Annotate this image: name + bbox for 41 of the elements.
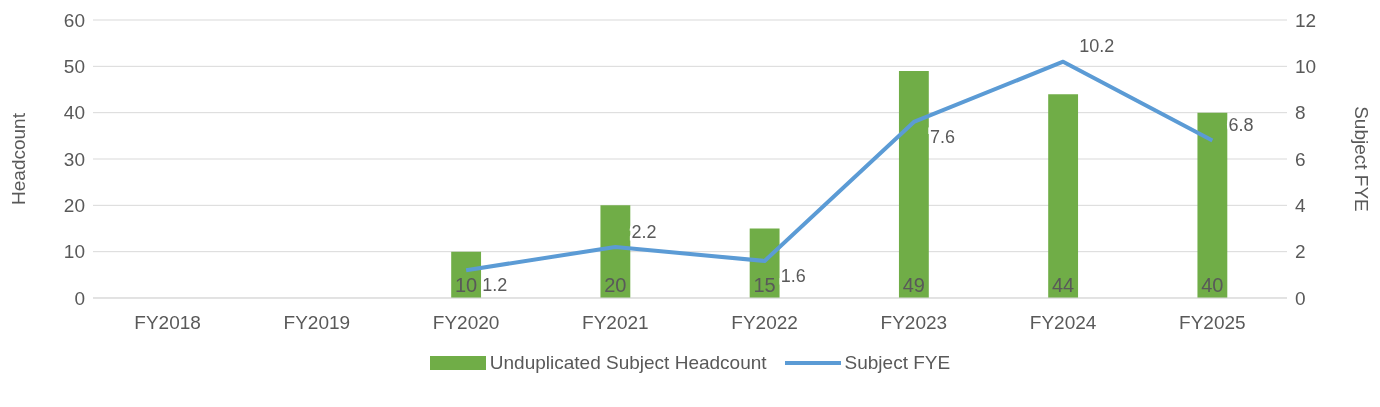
y2-tick-label: 8 [1295, 102, 1306, 124]
y2-tick-label: 6 [1295, 148, 1306, 170]
data-label: 6.8 [1228, 115, 1254, 136]
data-label: 7.6 [929, 126, 955, 147]
data-label: 40 [1201, 274, 1224, 296]
data-label: 44 [1052, 274, 1075, 296]
data-label: 49 [902, 274, 925, 296]
y2-tick-label: 2 [1295, 241, 1306, 263]
data-label: 10 [455, 274, 478, 296]
bar [898, 70, 929, 298]
y2-tick-label: 0 [1295, 287, 1306, 309]
data-label: 20 [604, 274, 627, 296]
x-tick-label: FY2021 [582, 312, 649, 334]
data-label: 2.2 [631, 221, 657, 242]
data-label: 1.6 [780, 265, 806, 286]
x-tick-label: FY2019 [283, 312, 351, 334]
y2-tick-label: 4 [1295, 195, 1306, 217]
bar [1197, 112, 1228, 298]
bar [1048, 94, 1079, 298]
x-tick-label: FY2025 [1179, 312, 1246, 334]
y-tick-label: 60 [63, 9, 85, 31]
legend-label: Unduplicated Subject Headcount [489, 352, 767, 374]
y2-tick-label: 12 [1295, 9, 1317, 31]
y-tick-label: 30 [63, 148, 85, 170]
y-tick-label: 40 [63, 102, 85, 124]
y-tick-label: 20 [63, 195, 85, 217]
data-label: 15 [753, 274, 776, 296]
x-tick-label: FY2018 [134, 312, 201, 334]
x-tick-label: FY2022 [731, 312, 798, 334]
y-tick-label: 10 [63, 241, 85, 263]
x-tick-label: FY2020 [432, 312, 500, 334]
x-tick-label: FY2023 [880, 312, 948, 334]
y-axis-title: Headcount [7, 112, 29, 205]
y2-tick-label: 10 [1295, 56, 1317, 78]
y-tick-label: 50 [63, 56, 85, 78]
x-tick-label: FY2024 [1029, 312, 1097, 334]
legend-label: Subject FYE [844, 352, 951, 374]
data-label: 10.2 [1079, 36, 1115, 57]
data-label: 1.2 [482, 274, 508, 295]
y-tick-label: 0 [74, 287, 85, 309]
y2-axis-title: Subject FYE [1351, 106, 1373, 212]
